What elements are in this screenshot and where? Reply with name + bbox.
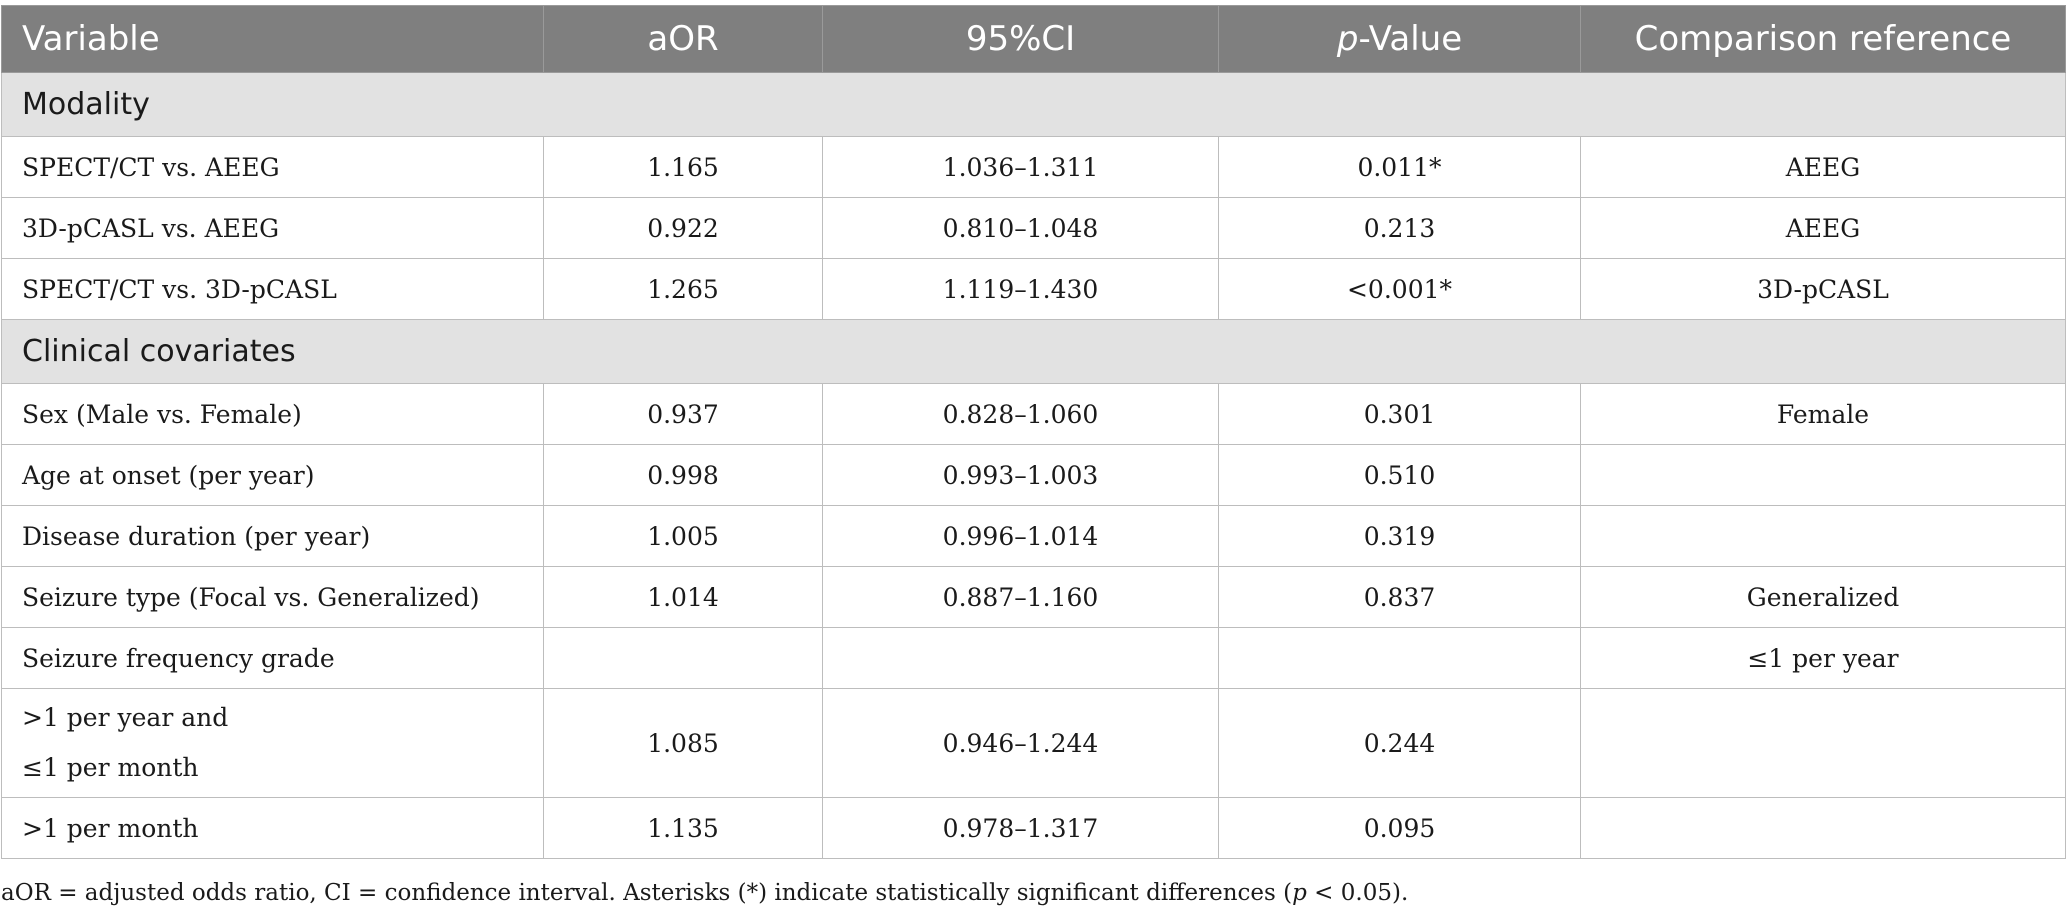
table-row: 3D-pCASL vs. AEEG 0.922 0.810–1.048 0.21… [1,197,2066,259]
cell-p: 0.011* [1218,136,1581,198]
cell-ci: 0.993–1.003 [822,444,1219,506]
cell-ref [1580,444,2066,506]
cell-variable: SPECT/CT vs. 3D-pCASL [1,258,544,320]
cell-ref [1580,797,2066,859]
cell-variable: Seizure frequency grade [1,627,544,689]
cell-aor: 0.922 [543,197,823,259]
table-row: Sex (Male vs. Female) 0.937 0.828–1.060 … [1,383,2066,445]
cell-ref [1580,688,2066,798]
cell-variable: Age at onset (per year) [1,444,544,506]
cell-aor: 0.937 [543,383,823,445]
table-row: Seizure frequency grade ≤1 per year [1,627,2066,689]
cell-p: 0.319 [1218,505,1581,567]
table-footnote: aOR = adjusted odds ratio, CI = confiden… [1,880,1408,906]
cell-p: 0.510 [1218,444,1581,506]
cell-ci: 0.996–1.014 [822,505,1219,567]
footnote-p-italic: p [1292,880,1307,906]
table-body: Modality SPECT/CT vs. AEEG 1.165 1.036–1… [1,72,2066,859]
cell-ref: AEEG [1580,197,2066,259]
section-title-modality: Modality [1,72,2066,137]
cell-ref: Generalized [1580,566,2066,628]
cell-variable-line2: ≤1 per month [22,753,199,782]
section-row-clinical: Clinical covariates [1,319,2066,384]
section-title-clinical: Clinical covariates [1,319,2066,384]
cell-variable: >1 per month [1,797,544,859]
cell-aor: 1.085 [543,688,823,798]
cell-variable: >1 per year and ≤1 per month [1,688,544,798]
table-row: >1 per month 1.135 0.978–1.317 0.095 [1,797,2066,859]
cell-variable: 3D-pCASL vs. AEEG [1,197,544,259]
cell-ci: 0.887–1.160 [822,566,1219,628]
results-table: Variable aOR 95%CI p-Value Comparison re… [1,5,2066,859]
cell-p: 0.213 [1218,197,1581,259]
cell-ci: 1.119–1.430 [822,258,1219,320]
cell-p [1218,627,1581,689]
table-row: >1 per year and ≤1 per month 1.085 0.946–… [1,688,2066,798]
cell-ref: AEEG [1580,136,2066,198]
header-reference: Comparison reference [1580,5,2066,73]
table-row: Seizure type (Focal vs. Generalized) 1.0… [1,566,2066,628]
cell-p: 0.301 [1218,383,1581,445]
cell-variable: SPECT/CT vs. AEEG [1,136,544,198]
footnote-text-1: aOR = adjusted odds ratio, CI = confiden… [1,880,1293,906]
cell-aor [543,627,823,689]
table-row: Disease duration (per year) 1.005 0.996–… [1,505,2066,567]
footnote-text-2: < 0.05). [1306,880,1409,906]
cell-variable: Seizure type (Focal vs. Generalized) [1,566,544,628]
cell-p: 0.095 [1218,797,1581,859]
cell-aor: 1.005 [543,505,823,567]
cell-aor: 0.998 [543,444,823,506]
cell-ci: 0.946–1.244 [822,688,1219,798]
cell-p: 0.244 [1218,688,1581,798]
header-aor: aOR [543,5,823,73]
cell-aor: 1.135 [543,797,823,859]
header-p-rest: -Value [1358,19,1463,59]
cell-ci [822,627,1219,689]
cell-variable-line1: >1 per year and [22,703,229,732]
cell-aor: 1.014 [543,566,823,628]
section-row-modality: Modality [1,72,2066,137]
cell-ref: ≤1 per year [1580,627,2066,689]
cell-aor: 1.165 [543,136,823,198]
cell-ref [1580,505,2066,567]
cell-variable: Disease duration (per year) [1,505,544,567]
table-row: SPECT/CT vs. 3D-pCASL 1.265 1.119–1.430 … [1,258,2066,320]
cell-ci: 0.810–1.048 [822,197,1219,259]
table-row: Age at onset (per year) 0.998 0.993–1.00… [1,444,2066,506]
cell-ci: 0.828–1.060 [822,383,1219,445]
results-table-container: Variable aOR 95%CI p-Value Comparison re… [1,5,2066,859]
table-row: SPECT/CT vs. AEEG 1.165 1.036–1.311 0.01… [1,136,2066,198]
cell-aor: 1.265 [543,258,823,320]
cell-ref: 3D-pCASL [1580,258,2066,320]
cell-p: <0.001* [1218,258,1581,320]
cell-ci: 1.036–1.311 [822,136,1219,198]
cell-ref: Female [1580,383,2066,445]
table-header: Variable aOR 95%CI p-Value Comparison re… [1,5,2066,73]
header-p-value: p-Value [1218,5,1581,73]
cell-variable: Sex (Male vs. Female) [1,383,544,445]
header-ci: 95%CI [822,5,1219,73]
header-p-italic: p [1336,19,1359,59]
cell-p: 0.837 [1218,566,1581,628]
header-row: Variable aOR 95%CI p-Value Comparison re… [1,5,2066,73]
cell-ci: 0.978–1.317 [822,797,1219,859]
header-variable: Variable [1,5,544,73]
